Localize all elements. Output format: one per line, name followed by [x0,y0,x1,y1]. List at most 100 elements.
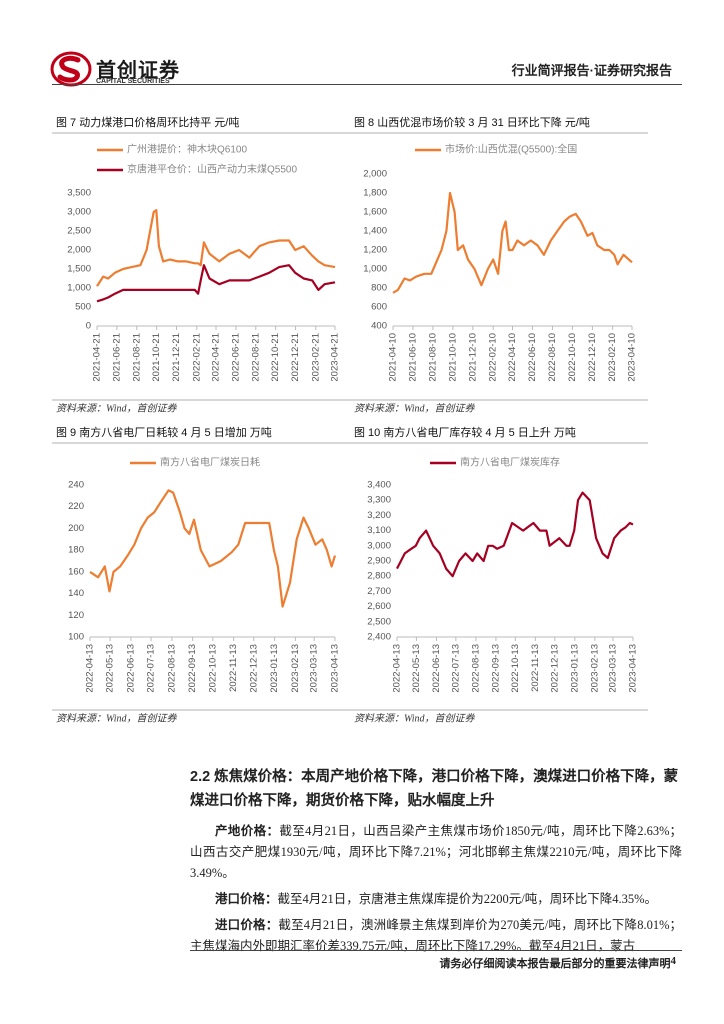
y-tick-label: 240 [68,480,84,491]
x-tick-label: 2022-02-21 [191,333,202,382]
chart-title: 图 7 动力煤港口价格周环比持平 元/吨 [56,115,239,129]
source: 资料来源：Wind，首创证券 [56,712,178,723]
section-heading: 2.2 炼焦煤价格：本周产地价格下降，港口价格下降，澳煤进口价格下降，蒙煤进口价… [190,769,679,809]
report-type: 行业简评报告·证券研究报告 [511,63,672,78]
legend-label: 广州港提价：神木块Q6100 [127,143,247,156]
y-tick-label: 220 [68,501,84,512]
x-tick-label: 2022-12-21 [290,333,301,382]
x-tick-label: 2021-10-21 [151,333,162,382]
x-tick-label: 2021-04-21 [92,333,103,382]
y-tick-label: 1,000 [363,264,387,275]
y-tick-label: 2,000 [363,169,387,180]
series-line [96,264,336,303]
y-tick-label: 1,200 [363,245,387,256]
x-tick-label: 2023-03-13 [309,644,320,693]
x-tick-label: 2021-06-10 [407,333,418,382]
x-tick-label: 2021-12-10 [467,333,478,382]
x-tick-label: 2022-08-21 [250,333,261,382]
x-tick-label: 2022-10-13 [510,644,521,693]
x-tick-label: 2022-09-13 [490,644,501,693]
series-line [396,491,634,578]
y-tick-label: 2,800 [367,571,391,582]
y-tick-label: 3,400 [367,480,391,491]
y-tick-label: 100 [68,632,84,643]
logo-mark [50,51,92,87]
y-tick-label: 1,600 [363,207,387,218]
y-tick-label: 2,400 [367,632,391,643]
logo-s [57,55,81,83]
y-tick-label: 140 [68,588,84,599]
legend-label: 市场价:山西优混(Q5500):全国 [445,143,577,156]
y-tick-label: 0 [86,321,91,332]
x-tick-label: 2023-04-10 [627,333,638,382]
paragraph: 产地价格：截至4月21日，山西吕梁产主焦煤市场价1850元/吨，周环比下降2.6… [190,821,682,884]
x-tick-label: 2022-10-13 [207,644,218,693]
x-tick-label: 2021-06-21 [111,333,122,382]
y-tick-label: 1,800 [363,188,387,199]
source: 资料来源：Wind，首创证券 [56,402,178,413]
x-tick-label: 2022-11-13 [530,644,541,692]
footer-notice: 请务必仔细阅读本报告最后部分的重要法律声明 [439,958,671,970]
logo-sub: CAPITAL SECURITIES [96,78,170,85]
x-tick-label: 2022-09-13 [187,644,198,693]
x-tick-label: 2023-02-13 [290,644,301,693]
paragraph-lead: 港口价格： [215,892,278,906]
paragraph-text: 截至4月21日，山西吕梁产主焦煤市场价1850元/吨，周环比下降2.63%；山西… [190,824,682,880]
legend-label: 京唐港平仓价：山西产动力末煤Q5500 [127,163,297,176]
y-tick-label: 3,000 [67,207,91,218]
y-tick-label: 2,000 [67,245,91,256]
x-tick-label: 2023-03-13 [607,644,618,693]
y-tick-label: 200 [68,523,84,534]
y-tick-label: 3,500 [67,188,91,199]
header-rule [52,84,682,85]
logo-ring [50,51,92,87]
x-tick-label: 2023-02-13 [589,644,600,693]
x-tick-label: 2022-06-10 [527,333,538,382]
chart: 图 10 南方八省电厂库存较 4 月 5 日上升 万吨资料来源：Wind，首创证… [350,425,648,723]
y-tick-label: 3,100 [367,525,391,536]
x-tick-label: 2021-10-10 [447,333,458,382]
chart: 图 9 南方八省电厂日耗较 4 月 5 日增加 万吨资料来源：Wind，首创证券… [52,425,350,723]
x-tick-label: 2022-04-21 [211,333,222,382]
legend-label: 南方八省电厂煤炭日耗 [160,456,260,469]
paragraph-lead: 进口价格： [215,918,279,932]
paragraph: 港口价格：截至4月21日，京唐港主焦煤库提价为2200元/吨，周环比下降4.35… [190,889,682,910]
y-tick-label: 1,000 [67,283,91,294]
y-tick-label: 2,500 [367,616,391,627]
x-tick-label: 2023-04-13 [330,644,341,693]
footer-rule [190,950,682,951]
x-tick-label: 2022-12-13 [248,644,259,693]
footer: 请务必仔细阅读本报告最后部分的重要法律声明 4 [440,955,677,971]
x-tick-label: 2022-06-13 [431,644,442,693]
x-tick-label: 2023-01-13 [569,644,580,693]
y-tick-label: 2,500 [67,226,91,237]
page-number: 4 [670,955,677,967]
x-tick-label: 2022-08-13 [166,644,177,693]
series-line [96,209,336,287]
x-tick-label: 2022-05-13 [105,644,116,693]
x-tick-label: 2023-04-13 [628,644,639,693]
x-tick-label: 2022-04-13 [392,644,403,693]
legend-label: 南方八省电厂煤炭库存 [460,456,560,469]
x-tick-label: 2022-05-13 [411,644,422,693]
paragraph-text: 截至4月21日，澳洲峰景主焦煤到岸价为270美元/吨，周环比下降8.01%；主焦… [190,918,682,953]
x-tick-label: 2022-08-13 [470,644,481,693]
x-tick-label: 2022-11-13 [228,644,239,692]
chart-title: 图 8 山西优混市场价较 3 月 31 日环比下降 元/吨 [354,115,590,129]
y-tick-label: 3,300 [367,495,391,506]
y-tick-label: 500 [75,302,91,313]
x-tick-label: 2023-02-10 [607,333,618,382]
chart-title: 图 9 南方八省电厂日耗较 4 月 5 日增加 万吨 [56,425,272,439]
x-tick-label: 2022-04-10 [507,333,518,382]
x-tick-label: 2022-10-21 [270,333,281,382]
x-tick-label: 2022-08-10 [547,333,558,382]
paragraph-text: 截至4月21日，京唐港主焦煤库提价为2200元/吨，周环比下降4.35%。 [277,892,658,906]
x-tick-label: 2021-08-21 [131,333,142,382]
y-tick-label: 3,000 [367,540,391,551]
x-tick-label: 2022-12-13 [549,644,560,693]
y-tick-label: 120 [68,610,84,621]
y-tick-label: 3,200 [367,510,391,521]
x-tick-label: 2023-04-21 [330,333,341,382]
